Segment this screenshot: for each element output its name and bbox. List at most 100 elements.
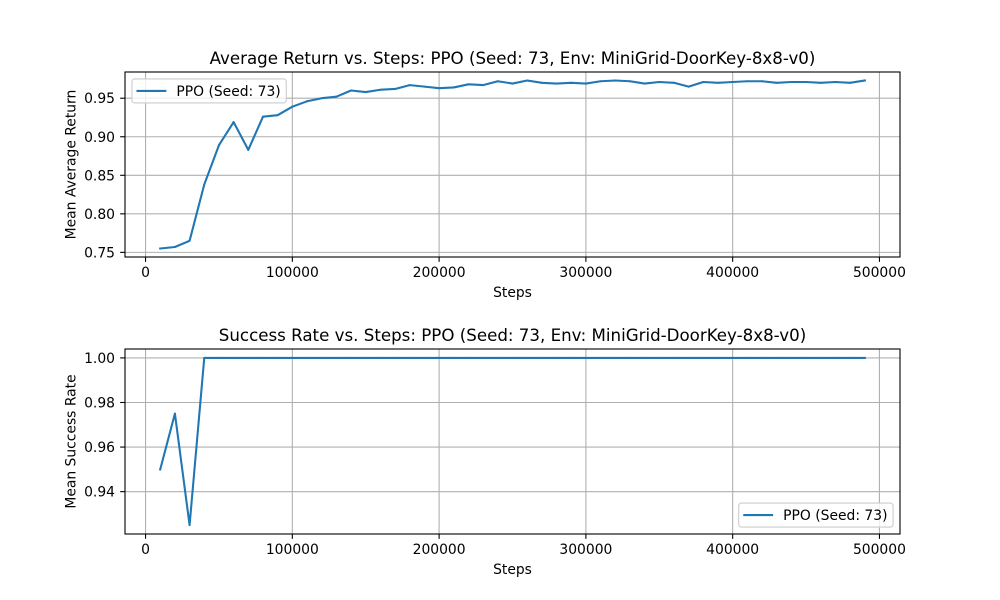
data-point bbox=[687, 356, 690, 359]
x-axis: 0 100000 200000 300000 400000 500000 Steps bbox=[141, 257, 906, 301]
series bbox=[158, 356, 866, 527]
y-tick-label: 0.95 bbox=[84, 91, 115, 107]
y-tick-label: 0.94 bbox=[84, 485, 115, 501]
x-tick-label: 400000 bbox=[706, 265, 759, 281]
data-point bbox=[584, 82, 587, 85]
data-point bbox=[584, 356, 587, 359]
data-point bbox=[217, 144, 220, 147]
data-point bbox=[438, 87, 441, 90]
axes-frame bbox=[124, 348, 901, 535]
data-point bbox=[702, 81, 705, 84]
data-point bbox=[306, 356, 309, 359]
data-point bbox=[232, 356, 235, 359]
chart-title: Success Rate vs. Steps: PPO (Seed: 73, E… bbox=[219, 326, 806, 345]
data-point bbox=[790, 81, 793, 84]
axes-frame bbox=[124, 71, 901, 258]
data-point bbox=[716, 356, 719, 359]
data-point bbox=[834, 81, 837, 84]
data-point bbox=[599, 356, 602, 359]
data-point bbox=[379, 88, 382, 91]
data-point bbox=[452, 86, 455, 89]
data-point bbox=[467, 83, 470, 86]
y-tick-label: 0.75 bbox=[84, 245, 115, 261]
y-tick-label: 0.98 bbox=[84, 395, 115, 411]
data-point bbox=[819, 356, 822, 359]
data-point bbox=[687, 85, 690, 88]
data-point bbox=[790, 356, 793, 359]
data-point bbox=[658, 356, 661, 359]
data-point bbox=[203, 183, 206, 186]
x-tick-label: 300000 bbox=[559, 542, 612, 558]
data-point bbox=[496, 356, 499, 359]
data-point bbox=[775, 81, 778, 84]
data-point bbox=[570, 356, 573, 359]
data-point bbox=[863, 79, 866, 82]
data-point bbox=[173, 245, 176, 248]
x-tick-label: 300000 bbox=[559, 265, 612, 281]
data-point bbox=[276, 356, 279, 359]
legend-label: PPO (Seed: 73) bbox=[176, 84, 280, 100]
data-point bbox=[658, 81, 661, 84]
data-point bbox=[819, 81, 822, 84]
data-point bbox=[716, 81, 719, 84]
data-point bbox=[335, 95, 338, 98]
data-point bbox=[188, 239, 191, 242]
data-point bbox=[746, 80, 749, 83]
data-point bbox=[247, 356, 250, 359]
x-tick-label: 400000 bbox=[706, 542, 759, 558]
data-point bbox=[555, 356, 558, 359]
data-point bbox=[702, 356, 705, 359]
y-tick-label: 1.00 bbox=[84, 351, 115, 367]
data-point bbox=[364, 91, 367, 94]
data-point bbox=[276, 114, 279, 117]
data-point bbox=[394, 356, 397, 359]
data-point bbox=[570, 81, 573, 84]
y-tick-label: 0.85 bbox=[84, 168, 115, 184]
x-axis: 0 100000 200000 300000 400000 500000 Steps bbox=[141, 534, 906, 578]
data-point bbox=[863, 356, 866, 359]
data-point bbox=[379, 356, 382, 359]
y-axis-label: Mean Success Rate bbox=[64, 374, 80, 508]
data-point bbox=[394, 87, 397, 90]
data-point bbox=[350, 356, 353, 359]
data-point bbox=[805, 81, 808, 84]
x-tick-label: 500000 bbox=[853, 265, 906, 281]
data-point bbox=[834, 356, 837, 359]
data-point bbox=[761, 80, 764, 83]
data-point bbox=[731, 81, 734, 84]
x-tick-label: 100000 bbox=[266, 542, 319, 558]
data-point bbox=[511, 356, 514, 359]
data-point bbox=[555, 82, 558, 85]
data-point bbox=[159, 468, 162, 471]
series bbox=[159, 79, 866, 250]
average-return-chart: 0 100000 200000 300000 400000 500000 Steps 0.75… bbox=[64, 49, 906, 301]
x-tick-label: 200000 bbox=[413, 265, 466, 281]
data-point bbox=[247, 148, 250, 151]
data-point bbox=[643, 82, 646, 85]
legend: PPO (Seed: 73) bbox=[738, 502, 894, 528]
x-tick-label: 0 bbox=[141, 265, 150, 281]
data-point bbox=[320, 97, 323, 100]
legend: PPO (Seed: 73) bbox=[131, 78, 287, 104]
data-point bbox=[731, 356, 734, 359]
y-axis-label: Mean Average Return bbox=[64, 90, 80, 240]
data-point bbox=[482, 84, 485, 87]
data-point bbox=[173, 412, 176, 415]
data-point bbox=[496, 80, 499, 83]
data-point bbox=[452, 356, 455, 359]
data-point bbox=[614, 356, 617, 359]
data-point bbox=[540, 356, 543, 359]
x-tick-label: 500000 bbox=[853, 542, 906, 558]
data-point bbox=[364, 356, 367, 359]
data-point bbox=[526, 79, 529, 82]
data-point bbox=[159, 247, 162, 250]
x-tick-label: 200000 bbox=[413, 542, 466, 558]
data-point bbox=[261, 115, 264, 118]
data-point bbox=[408, 356, 411, 359]
data-point bbox=[628, 356, 631, 359]
data-point bbox=[526, 356, 529, 359]
